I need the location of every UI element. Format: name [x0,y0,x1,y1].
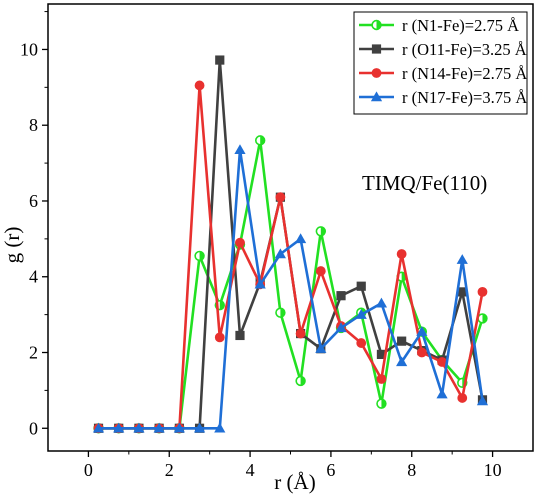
data-point [376,398,387,409]
series-line [98,58,484,430]
legend-item: r (N17-Fe)=3.75 Å [359,88,527,107]
data-point [254,278,266,289]
marker-half-fill [219,300,225,310]
legend-label: r (N1-Fe)=2.75 Å [402,16,519,35]
y-tick-label: 8 [29,115,38,135]
data-point [396,356,408,367]
series-line [98,148,484,430]
marker-half-fill [280,308,285,318]
data-point [295,233,307,244]
marker-half-fill [260,135,265,145]
legend-label: r (N14-Fe)=2.75 Å [402,64,527,83]
series-4 [92,144,489,433]
data-point [356,281,366,291]
x-tick-label: 8 [407,460,416,480]
data-point [437,357,447,367]
data-point [193,422,206,433]
y-tick-label: 6 [29,191,38,211]
marker-half-fill [199,251,204,261]
data-point [375,297,388,308]
data-point [173,422,185,433]
data-point [336,291,346,301]
x-axis-label: r (Å) [274,470,315,494]
x-tick-label: 6 [326,460,335,480]
x-axis: 0 2 4 6 8 10 [84,451,502,480]
data-point [477,286,488,297]
legend-item: r (O11-Fe)=3.25 Å [359,40,527,59]
legend-marker [371,44,382,54]
data-point [234,144,246,155]
data-point [215,55,225,65]
data-point [235,237,245,248]
y-axis: 0 2 4 6 8 10 [20,11,48,438]
data-point [133,422,145,433]
legend-marker [371,19,382,31]
data-point [457,287,467,297]
chart-annotation: TIMQ/Fe(110) [362,171,487,195]
data-point [376,349,387,360]
marker-half-fill [376,20,381,30]
data-point [477,313,488,324]
data-point [356,338,367,348]
y-tick-label: 10 [20,39,38,59]
legend: r (N1-Fe)=2.75 Å r (O11-Fe)=3.25 Å r (N14-… [353,11,528,115]
data-point [315,343,327,353]
data-point [397,336,407,346]
data-point [436,388,448,399]
data-point [416,326,428,336]
y-tick-label: 0 [29,418,38,438]
data-point [396,249,407,259]
data-point [274,248,286,259]
data-point [214,422,226,433]
data-point [355,309,367,319]
data-point [194,250,205,262]
y-tick-label: 2 [29,343,38,363]
marker-half-fill [300,376,306,386]
y-tick-label: 4 [29,267,38,287]
data-point [476,395,489,406]
legend-marker [371,68,382,78]
legend-label: r (N17-Fe)=3.75 Å [402,88,527,107]
data-point [275,307,286,318]
data-point [295,328,306,339]
data-point [315,266,326,276]
series-3 [93,80,488,434]
legend-marker [370,91,383,102]
legend-item: r (N1-Fe)=2.75 Å [359,16,519,35]
marker-half-fill [482,314,487,323]
data-point [235,330,245,341]
data-point [113,422,125,433]
legend-item: r (N14-Fe)=2.75 Å [359,64,527,83]
data-point [456,254,468,264]
x-tick-label: 2 [165,460,174,480]
data-point [376,374,387,384]
marker-half-fill [320,226,326,236]
data-point [457,393,468,403]
data-point [194,80,205,91]
x-tick-label: 0 [84,460,93,480]
legend-label: r (O11-Fe)=3.25 Å [402,40,527,59]
data-point [153,422,165,433]
series-layer [92,55,489,434]
data-point [295,375,306,387]
data-point [315,226,327,237]
marker-half-fill [381,399,386,409]
data-point [254,135,266,146]
data-point [416,347,427,358]
data-point [92,422,105,433]
x-tick-label: 10 [484,460,502,480]
series-line [98,84,484,430]
y-axis-label: g (r) [0,227,24,264]
data-point [214,332,225,343]
data-point [335,322,347,333]
data-point [275,192,286,203]
x-tick-label: 4 [246,460,255,480]
